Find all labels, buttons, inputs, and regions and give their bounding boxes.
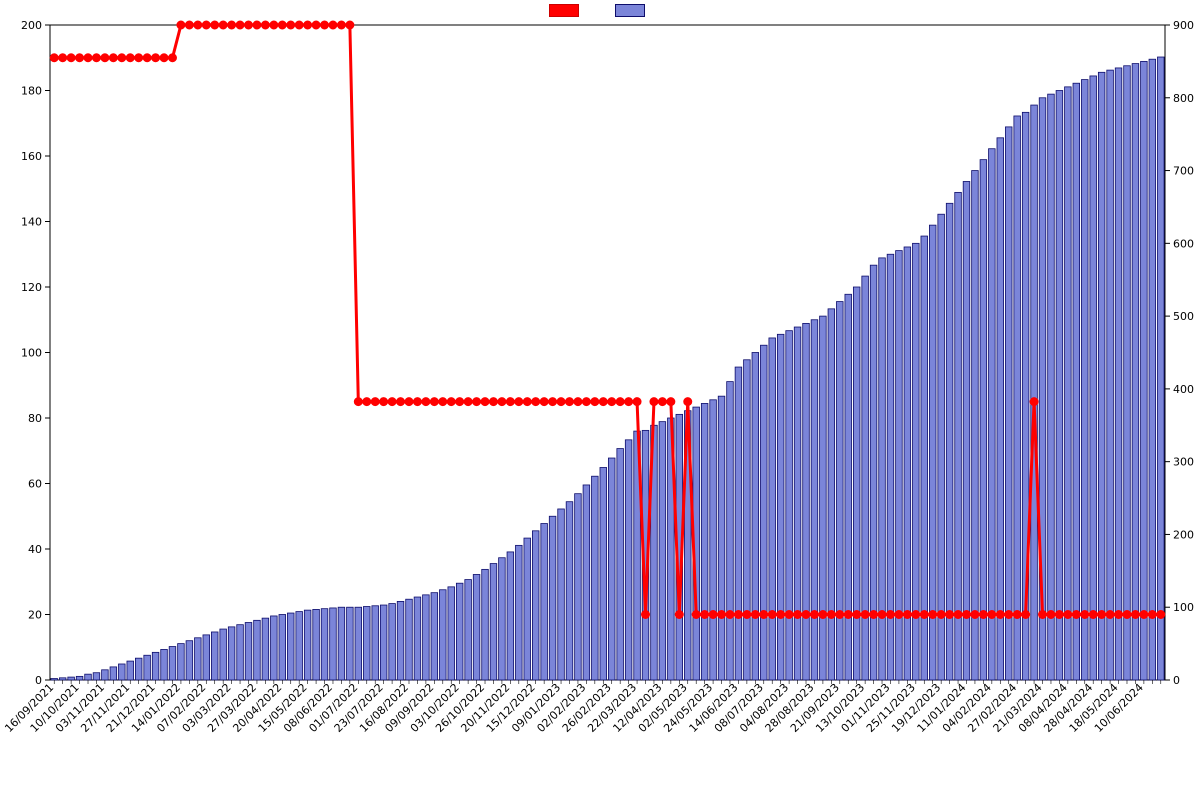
- chart-svg: 0 20 40 60 80 100 120 140 160 180 200 0 100 200 300 400…: [0, 0, 1200, 800]
- svg-text:0: 0: [1173, 674, 1180, 687]
- svg-text:160: 160: [21, 150, 42, 163]
- svg-text:40: 40: [28, 543, 42, 556]
- svg-text:900: 900: [1173, 19, 1194, 32]
- svg-text:140: 140: [21, 216, 42, 229]
- svg-text:700: 700: [1173, 165, 1194, 178]
- svg-text:600: 600: [1173, 237, 1194, 250]
- svg-text:300: 300: [1173, 456, 1194, 469]
- svg-text:0: 0: [35, 674, 42, 687]
- svg-text:60: 60: [28, 478, 42, 491]
- svg-text:80: 80: [28, 412, 42, 425]
- svg-text:200: 200: [1173, 528, 1194, 541]
- svg-text:180: 180: [21, 85, 42, 98]
- svg-text:20: 20: [28, 609, 42, 622]
- legend-swatch-bar: [615, 4, 645, 17]
- svg-text:200: 200: [21, 19, 42, 32]
- legend: [0, 4, 1200, 17]
- legend-swatch-line: [549, 4, 579, 17]
- legend-item-line: [549, 4, 585, 17]
- svg-text:100: 100: [21, 347, 42, 360]
- svg-text:400: 400: [1173, 383, 1194, 396]
- legend-item-bar: [615, 4, 651, 17]
- chart-root: 0 20 40 60 80 100 120 140 160 180 200 0 100 200 300 400…: [0, 0, 1200, 800]
- svg-text:100: 100: [1173, 601, 1194, 614]
- svg-text:120: 120: [21, 281, 42, 294]
- svg-text:500: 500: [1173, 310, 1194, 323]
- svg-text:800: 800: [1173, 92, 1194, 105]
